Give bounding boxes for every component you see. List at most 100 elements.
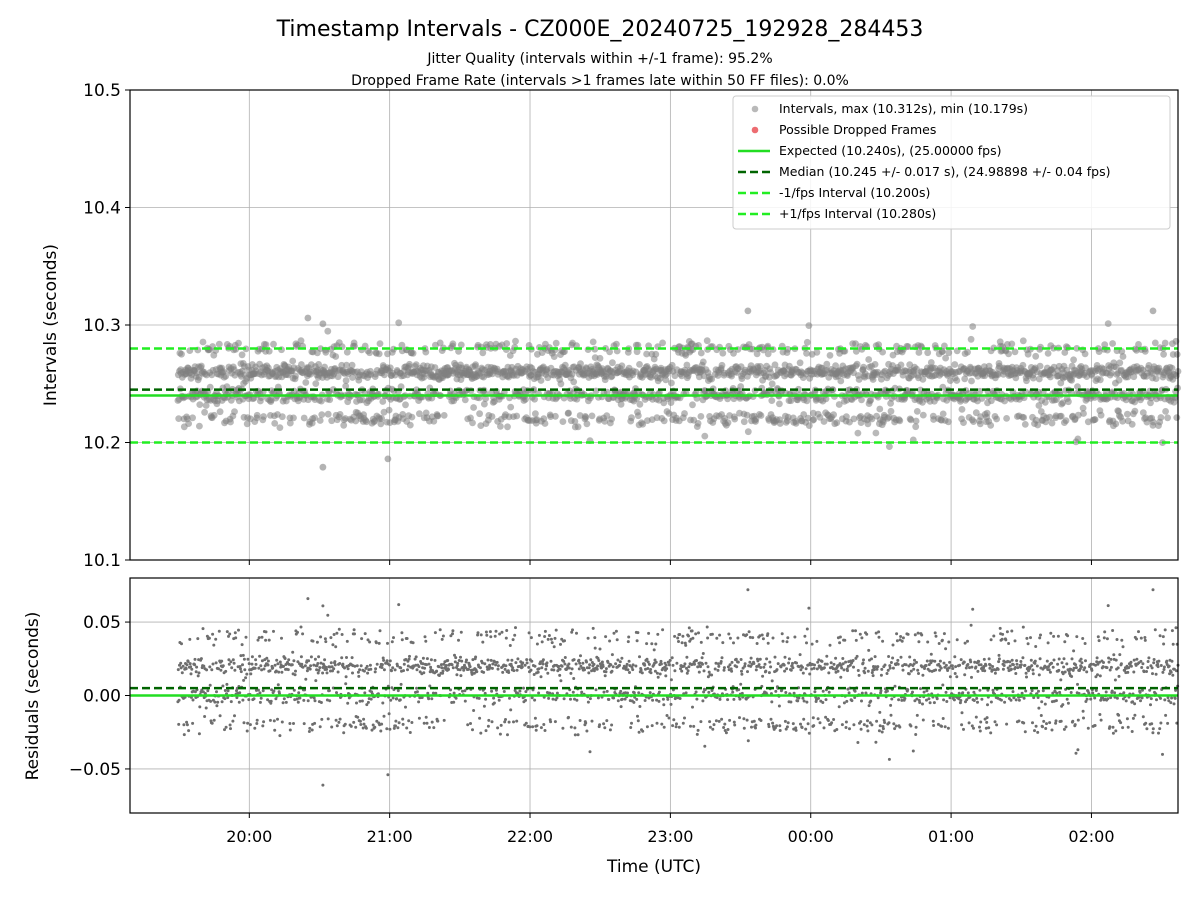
interval-point [201, 408, 209, 416]
residual-point [314, 679, 318, 683]
residual-point [1080, 661, 1084, 665]
interval-point [477, 422, 485, 429]
residual-point [635, 697, 639, 701]
residual-point [492, 696, 496, 700]
interval-point [328, 417, 336, 425]
residual-point [515, 719, 519, 723]
residual-point [541, 662, 545, 666]
residual-point [1062, 657, 1066, 661]
residual-point [967, 721, 971, 725]
residual-point [215, 690, 218, 694]
residual-point [287, 658, 291, 662]
residual-point [484, 697, 488, 701]
residual-point [260, 635, 264, 639]
residual-point [888, 666, 892, 670]
interval-point [352, 417, 360, 425]
residual-point [595, 667, 599, 671]
residual-point [604, 635, 608, 639]
residual-point [1106, 697, 1110, 701]
residual-point [319, 635, 323, 639]
residual-point [510, 658, 514, 662]
residual-point [980, 697, 984, 701]
interval-point [662, 376, 670, 384]
interval-point [976, 420, 984, 428]
residual-point [869, 699, 873, 703]
interval-point [1160, 350, 1167, 358]
residual-point [754, 668, 758, 672]
residual-point [188, 637, 192, 641]
interval-point [810, 416, 818, 423]
residual-point [417, 700, 421, 704]
residual-point [802, 717, 806, 721]
residual-point [852, 665, 855, 669]
residual-point [238, 691, 242, 695]
interval-point [1080, 410, 1087, 417]
residual-point [225, 630, 229, 634]
residual-point [499, 723, 503, 727]
residual-point [188, 662, 192, 666]
residual-point [250, 655, 254, 659]
residual-point [490, 720, 494, 724]
residual-point [974, 665, 978, 669]
residual-point [832, 662, 836, 666]
residual-point [574, 662, 578, 666]
residual-point [870, 723, 874, 727]
residual-point [193, 663, 197, 667]
residual-point [813, 690, 817, 694]
residual-point [543, 635, 547, 638]
residual-point [1104, 690, 1108, 694]
interval-point [289, 357, 297, 365]
residual-point [962, 727, 965, 731]
interval-point [1032, 352, 1040, 360]
residual-point [591, 626, 595, 630]
residual-point [349, 724, 353, 728]
residual-point [363, 691, 367, 695]
residual-point [969, 660, 973, 664]
residuals-panel: −0.050.000.05 20:00 21:00 22:00 23:00 00:00 0… [23, 577, 1180, 877]
residual-point [391, 696, 395, 700]
residual-point [366, 671, 370, 675]
chart-subtitle-jitter: Jitter Quality (intervals within +/-1 fr… [426, 51, 772, 67]
interval-point [897, 361, 905, 369]
residual-point [523, 663, 527, 667]
residual-point [687, 634, 690, 638]
residual-point [242, 657, 246, 661]
residual-point [822, 726, 826, 730]
residual-point [224, 669, 228, 673]
residual-point [862, 723, 866, 727]
residual-point [307, 730, 311, 733]
residual-point [405, 726, 409, 730]
residual-point [258, 700, 262, 704]
interval-point [311, 414, 318, 422]
residual-point [337, 720, 341, 724]
residual-point [1014, 672, 1018, 675]
residual-point [456, 661, 460, 665]
residual-point [697, 670, 701, 674]
residual-point [770, 700, 774, 704]
residual-point [867, 704, 871, 708]
residual-point [259, 696, 263, 700]
residual-point [324, 640, 328, 644]
interval-point [987, 422, 995, 429]
interval-point [603, 412, 611, 419]
residual-point [547, 634, 551, 637]
residual-point [1024, 689, 1028, 693]
residual-point [812, 724, 816, 728]
interval-point [681, 410, 688, 417]
residual-point [441, 634, 445, 638]
residual-point [266, 659, 270, 663]
residual-point [254, 658, 258, 662]
residual-point [701, 699, 705, 703]
residual-point [608, 728, 612, 732]
residual-point [991, 665, 995, 668]
residual-point [821, 689, 825, 693]
residual-point [529, 636, 533, 640]
residual-point [662, 725, 666, 729]
residual-point [1058, 690, 1062, 694]
interval-point [1081, 350, 1089, 358]
residual-point [1121, 645, 1125, 649]
residual-point [537, 691, 541, 695]
residual-point [288, 722, 292, 725]
residual-point [694, 690, 698, 694]
residual-point [496, 667, 500, 671]
